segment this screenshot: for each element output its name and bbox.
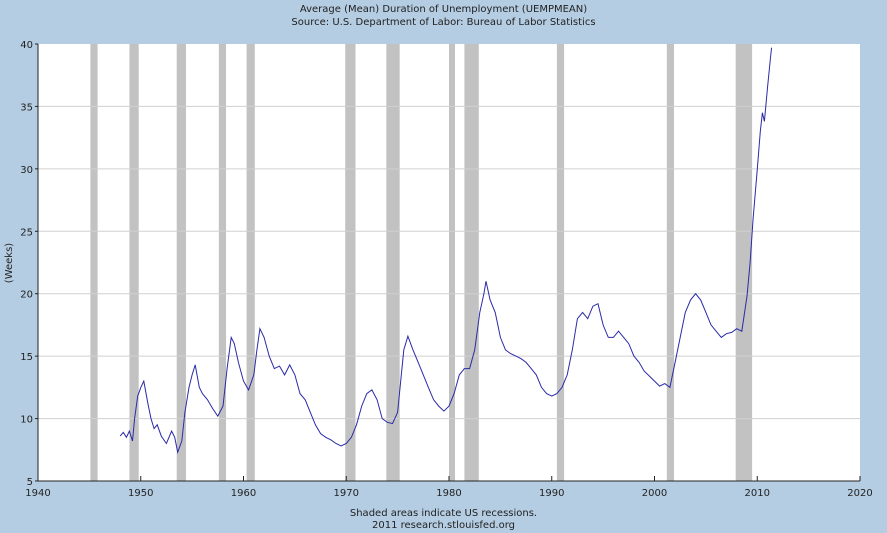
y-tick-label: 40 xyxy=(20,40,33,51)
recession-footnote: Shaded areas indicate US recessions. xyxy=(349,508,538,519)
y-tick-label: 25 xyxy=(20,227,33,238)
y-tick-label: 5 xyxy=(27,477,33,488)
recession-band xyxy=(129,44,139,481)
recession-bands xyxy=(90,44,753,481)
recession-band xyxy=(246,44,255,481)
y-tick-label: 35 xyxy=(20,102,33,113)
recession-band xyxy=(386,44,400,481)
x-tick-label: 1980 xyxy=(436,488,461,499)
x-tick-label: 1950 xyxy=(128,488,153,499)
y-tick-label: 10 xyxy=(20,415,33,426)
x-tick-label: 1940 xyxy=(25,488,50,499)
y-tick-label: 30 xyxy=(20,165,33,176)
grid-lines xyxy=(38,105,860,420)
x-tick-label: 1990 xyxy=(539,488,564,499)
recession-band xyxy=(464,44,479,481)
recession-band xyxy=(735,44,753,481)
recession-band xyxy=(666,44,675,481)
x-tick-label: 1960 xyxy=(231,488,256,499)
chart-subtitle: Source: U.S. Department of Labor: Bureau… xyxy=(291,17,596,28)
axes: 5 10 15 20 25 30 35 40 1940 1950 1960 1970 1980 1990 2… xyxy=(20,40,872,499)
recession-band xyxy=(90,44,98,481)
x-tick-label: 2000 xyxy=(642,488,667,499)
chart-title: Average (Mean) Duration of Unemployment … xyxy=(299,4,588,15)
x-tick-label: 2010 xyxy=(745,488,770,499)
recession-band xyxy=(556,44,565,481)
recession-band xyxy=(176,44,186,481)
y-axis-label: (Weeks) xyxy=(4,243,15,284)
y-tick-label: 15 xyxy=(20,352,33,363)
series-line-uempmean xyxy=(119,47,773,455)
x-tick-label: 2020 xyxy=(847,488,872,499)
x-tick-label: 1970 xyxy=(334,488,359,499)
recession-band xyxy=(218,44,227,481)
recession-band xyxy=(449,44,455,481)
source-credit: 2011 research.stlouisfed.org xyxy=(371,520,516,531)
y-tick-label: 20 xyxy=(20,290,33,301)
recession-band xyxy=(345,44,356,481)
